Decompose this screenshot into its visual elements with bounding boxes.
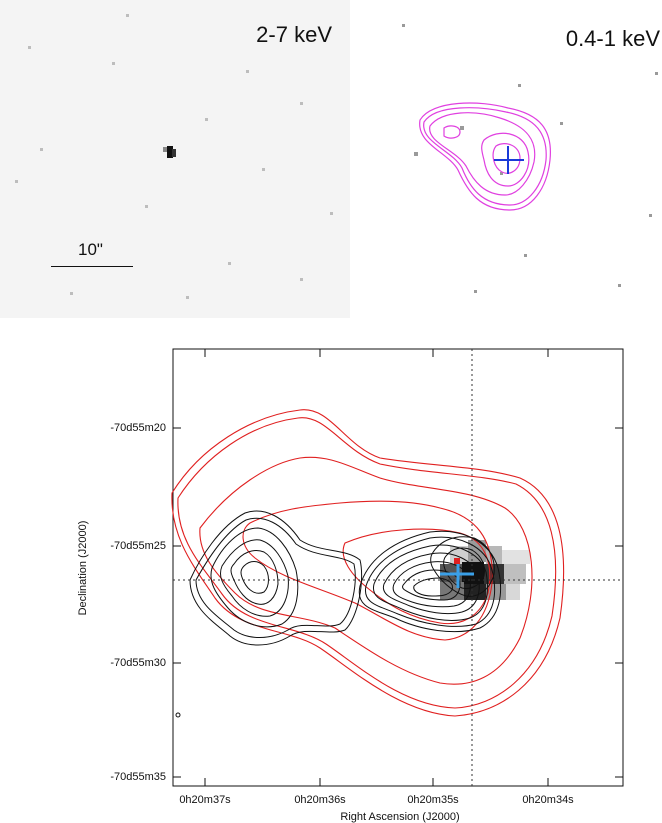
blue-cross (494, 146, 524, 174)
crosshair-lines (173, 349, 623, 786)
y-ticks (173, 427, 623, 778)
y-tick-label: -70d55m35 (110, 771, 166, 783)
main-plot: Declination (J2000) Right Ascension (J20… (0, 318, 662, 823)
x-axis-label: Right Ascension (J2000) (340, 811, 459, 823)
hard-band-image (15, 14, 333, 299)
x-tick-label: 0h20m35s (407, 794, 459, 806)
red-source-marker (454, 558, 460, 564)
black-contours (175, 510, 501, 718)
hard-band-panel: 2-7 keV 10" (0, 0, 350, 318)
hard-band-title: 2-7 keV (256, 22, 332, 47)
y-tick-label: -70d55m30 (110, 657, 166, 669)
x-tick-label: 0h20m36s (294, 794, 346, 806)
x-tick-label: 0h20m37s (179, 794, 231, 806)
soft-band-image (402, 24, 658, 293)
y-tick-label: -70d55m25 (110, 540, 166, 552)
y-axis-label: Declination (J2000) (77, 521, 89, 616)
soft-band-title: 0.4-1 keV (565, 26, 660, 51)
main-plot-canvas: Declination (J2000) Right Ascension (J20… (77, 348, 624, 823)
scale-bar-label: 10" (78, 240, 103, 259)
magenta-contours (419, 102, 552, 211)
scale-bar (51, 266, 133, 267)
x-tick-label: 0h20m34s (522, 794, 574, 806)
y-tick-label: -70d55m20 (110, 422, 166, 434)
soft-band-panel: 0.4-1 keV (350, 0, 662, 318)
x-ticks (204, 349, 549, 786)
